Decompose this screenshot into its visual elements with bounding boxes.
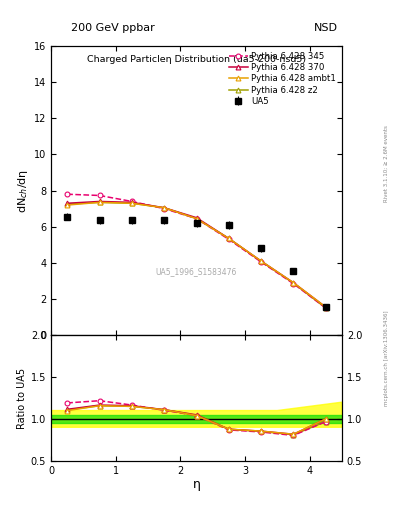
Pythia 6.428 370 <box>291 280 296 286</box>
Pythia 6.428 345 <box>226 237 231 243</box>
Pythia 6.428 ambt1 <box>194 216 199 222</box>
Pythia 6.428 370 <box>194 215 199 221</box>
Pythia 6.428 345 <box>65 191 70 197</box>
Pythia 6.428 z2 <box>259 259 263 265</box>
Pythia 6.428 345 <box>162 206 167 212</box>
Pythia 6.428 ambt1 <box>65 202 70 208</box>
Pythia 6.428 370 <box>162 205 167 211</box>
Pythia 6.428 345 <box>323 305 328 311</box>
Pythia 6.428 z2 <box>194 216 199 222</box>
Pythia 6.428 z2 <box>65 201 70 207</box>
Y-axis label: Ratio to UA5: Ratio to UA5 <box>17 368 27 429</box>
Pythia 6.428 ambt1 <box>323 304 328 310</box>
Pythia 6.428 ambt1 <box>97 199 102 205</box>
Text: Rivet 3.1.10; ≥ 2.6M events: Rivet 3.1.10; ≥ 2.6M events <box>384 125 389 202</box>
Pythia 6.428 345 <box>97 193 102 199</box>
Line: Pythia 6.428 ambt1: Pythia 6.428 ambt1 <box>65 200 328 310</box>
Legend: Pythia 6.428 345, Pythia 6.428 370, Pythia 6.428 ambt1, Pythia 6.428 z2, UA5: Pythia 6.428 345, Pythia 6.428 370, Pyth… <box>225 49 339 109</box>
Text: NSD: NSD <box>314 23 338 33</box>
Pythia 6.428 ambt1 <box>130 200 134 206</box>
Polygon shape <box>51 402 342 428</box>
Pythia 6.428 370 <box>226 236 231 242</box>
Pythia 6.428 345 <box>291 281 296 287</box>
Pythia 6.428 370 <box>65 200 70 206</box>
Pythia 6.428 370 <box>323 304 328 310</box>
Pythia 6.428 z2 <box>97 199 102 205</box>
Pythia 6.428 ambt1 <box>291 280 296 286</box>
Text: 200 GeV ppbar: 200 GeV ppbar <box>71 23 154 33</box>
Pythia 6.428 ambt1 <box>259 258 263 264</box>
Pythia 6.428 z2 <box>323 305 328 311</box>
Pythia 6.428 370 <box>97 198 102 204</box>
Line: Pythia 6.428 345: Pythia 6.428 345 <box>65 192 328 310</box>
Y-axis label: dN$_{ch}$/dη: dN$_{ch}$/dη <box>16 168 30 212</box>
Text: UA5_1996_S1583476: UA5_1996_S1583476 <box>156 267 237 276</box>
Pythia 6.428 ambt1 <box>226 236 231 242</box>
Pythia 6.428 345 <box>194 216 199 222</box>
Pythia 6.428 z2 <box>226 236 231 242</box>
Text: mcplots.cern.ch [arXiv:1306.3436]: mcplots.cern.ch [arXiv:1306.3436] <box>384 311 389 406</box>
Pythia 6.428 345 <box>259 259 263 265</box>
Pythia 6.428 ambt1 <box>162 205 167 211</box>
Pythia 6.428 z2 <box>291 280 296 286</box>
Pythia 6.428 z2 <box>130 200 134 206</box>
Pythia 6.428 z2 <box>162 205 167 211</box>
Pythia 6.428 370 <box>130 199 134 205</box>
Line: Pythia 6.428 z2: Pythia 6.428 z2 <box>65 200 328 310</box>
Pythia 6.428 370 <box>259 258 263 264</box>
X-axis label: η: η <box>193 478 200 492</box>
Line: Pythia 6.428 370: Pythia 6.428 370 <box>65 199 328 310</box>
Text: Charged Particleη Distribution (ua5-200-nsd5): Charged Particleη Distribution (ua5-200-… <box>87 55 306 64</box>
Pythia 6.428 345 <box>130 198 134 204</box>
